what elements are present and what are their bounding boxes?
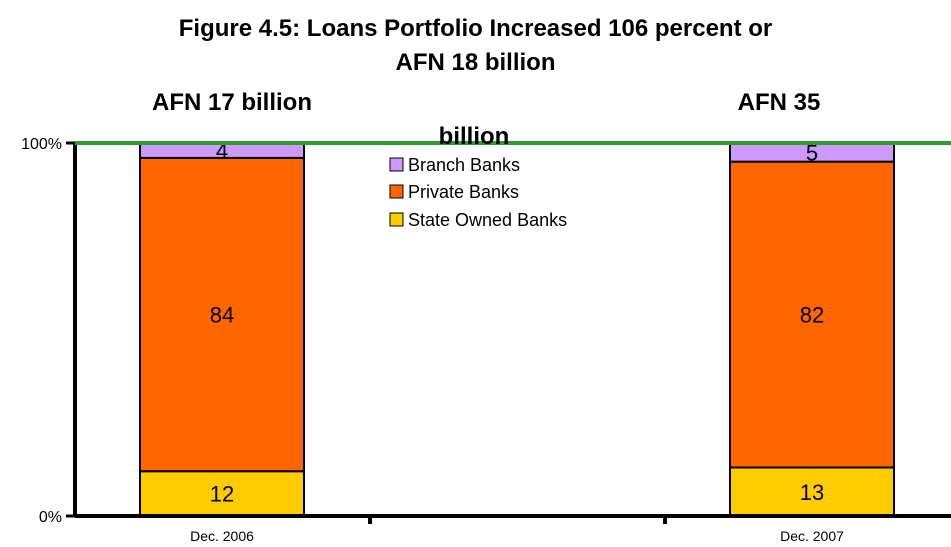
legend-label-branch-banks: Branch Banks (408, 155, 520, 175)
bar-private-banks-dec-2006 (139, 156, 305, 473)
data-label-state-owned-banks-dec-2007: 13 (800, 480, 824, 505)
chart-title-line-2: AFN 18 billion (395, 49, 556, 76)
legend-swatch-private-banks (389, 184, 404, 199)
bars-group (139, 142, 895, 518)
data-label-private-banks-dec-2007: 82 (800, 303, 824, 328)
legend-swatch-branch-banks (389, 157, 404, 172)
legend-label-private-banks: Private Banks (408, 182, 519, 202)
chart-title-line-1: Figure 4.5: Loans Portfolio Increased 10… (178, 15, 773, 42)
category-label-dec-2007: Dec. 2007 (780, 528, 844, 544)
legend: Branch Banks Private Banks State Owned B… (389, 155, 567, 230)
data-label-branch-banks-dec-2007: 5 (806, 140, 818, 165)
annotation-afn-35: AFN 35 (738, 89, 821, 116)
category-label-dec-2006: Dec. 2006 (190, 528, 254, 544)
data-label-private-banks-dec-2006: 84 (210, 303, 234, 328)
y-tick-label-0: 0% (39, 509, 62, 526)
data-label-state-owned-banks-dec-2006: 12 (210, 482, 234, 507)
legend-swatch-state-owned-banks (389, 212, 404, 227)
annotation-billion: billion (439, 123, 510, 150)
chart-title: Figure 4.5: Loans Portfolio Increased 10… (0, 12, 951, 80)
legend-label-state-owned-banks: State Owned Banks (408, 210, 567, 230)
y-tick-label-100: 100% (21, 136, 62, 153)
annotation-afn-17-billion: AFN 17 billion (152, 89, 312, 116)
